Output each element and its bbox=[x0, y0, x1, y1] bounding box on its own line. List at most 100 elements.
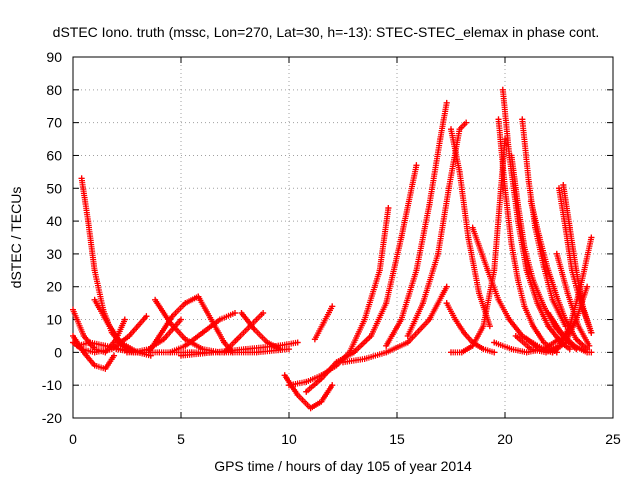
data-point bbox=[221, 339, 228, 346]
data-point bbox=[329, 382, 336, 389]
data-point bbox=[350, 349, 357, 356]
data-point bbox=[404, 332, 411, 339]
data-point bbox=[91, 362, 98, 369]
data-point bbox=[294, 339, 301, 346]
data-point bbox=[85, 218, 92, 225]
series-layer bbox=[70, 86, 595, 412]
series-arc-21 bbox=[383, 99, 450, 349]
x-axis-label: GPS time / hours of day 105 of year 2014 bbox=[214, 458, 472, 474]
data-point bbox=[549, 296, 556, 303]
data-point bbox=[361, 316, 368, 323]
data-point bbox=[491, 349, 498, 356]
series-arc-37 bbox=[545, 309, 595, 356]
data-point bbox=[238, 309, 245, 316]
data-point bbox=[311, 336, 318, 343]
data-point bbox=[91, 296, 98, 303]
series-arc-24 bbox=[443, 300, 498, 356]
series-trace bbox=[519, 116, 569, 330]
data-point bbox=[575, 323, 582, 330]
data-point bbox=[545, 309, 552, 316]
data-point bbox=[502, 185, 508, 192]
data-point bbox=[553, 293, 560, 300]
series-arc-18 bbox=[303, 162, 420, 395]
y-tick-label: 60 bbox=[46, 147, 62, 163]
data-point bbox=[588, 234, 595, 241]
data-point bbox=[523, 336, 530, 343]
data-point bbox=[495, 116, 502, 123]
data-point bbox=[556, 185, 562, 192]
data-point bbox=[260, 309, 267, 316]
data-point bbox=[571, 342, 578, 349]
data-point bbox=[540, 264, 547, 271]
data-point bbox=[143, 313, 150, 320]
data-point bbox=[385, 204, 392, 211]
series-arc-15 bbox=[124, 346, 292, 356]
data-point bbox=[70, 306, 76, 313]
data-point bbox=[126, 332, 133, 339]
data-point bbox=[456, 126, 463, 133]
y-tick-label: 10 bbox=[46, 312, 62, 328]
data-point bbox=[534, 300, 541, 307]
data-point bbox=[514, 201, 521, 208]
data-point bbox=[519, 332, 526, 339]
data-point bbox=[556, 336, 562, 343]
data-point bbox=[523, 267, 530, 274]
data-point bbox=[307, 405, 314, 412]
data-point bbox=[484, 267, 491, 274]
data-point bbox=[188, 349, 195, 356]
y-tick-label: 40 bbox=[46, 213, 62, 229]
data-point bbox=[182, 300, 189, 307]
series-arc-20 bbox=[340, 283, 450, 366]
data-point bbox=[167, 319, 174, 326]
data-point bbox=[124, 349, 130, 356]
y-tick-label: 80 bbox=[46, 82, 62, 98]
data-point bbox=[221, 349, 228, 356]
data-point bbox=[527, 198, 534, 205]
data-point bbox=[491, 267, 498, 274]
data-point bbox=[383, 342, 390, 349]
data-point bbox=[329, 303, 336, 310]
data-point bbox=[452, 316, 459, 323]
data-point bbox=[281, 372, 288, 379]
data-point bbox=[117, 339, 124, 346]
data-point bbox=[584, 283, 591, 290]
data-point bbox=[586, 342, 593, 349]
data-point bbox=[111, 352, 118, 359]
y-tick-label: -20 bbox=[42, 410, 62, 426]
data-point bbox=[480, 323, 487, 330]
data-point bbox=[182, 342, 189, 349]
data-point bbox=[437, 136, 444, 143]
data-point bbox=[469, 342, 476, 349]
data-point bbox=[521, 303, 528, 310]
data-point bbox=[456, 168, 463, 175]
data-point bbox=[121, 316, 128, 323]
x-tick-label: 10 bbox=[281, 431, 297, 447]
y-axis-label: dSTEC / TECUs bbox=[8, 187, 24, 289]
data-point bbox=[508, 241, 515, 248]
data-point bbox=[460, 329, 467, 336]
series-arc-16 bbox=[281, 372, 336, 412]
data-point bbox=[195, 293, 202, 300]
data-point bbox=[91, 349, 98, 356]
data-point bbox=[368, 332, 375, 339]
plot-area-frame bbox=[72, 56, 614, 419]
data-point bbox=[530, 277, 537, 284]
y-tick-label: 70 bbox=[46, 115, 62, 131]
data-point bbox=[318, 398, 325, 405]
data-point bbox=[540, 346, 547, 353]
data-point bbox=[419, 300, 426, 307]
data-point bbox=[588, 329, 595, 336]
data-point bbox=[443, 99, 450, 106]
data-point bbox=[476, 290, 483, 297]
data-point bbox=[398, 234, 405, 241]
data-point bbox=[303, 388, 310, 395]
data-point bbox=[508, 346, 515, 353]
data-point bbox=[78, 175, 85, 182]
data-point bbox=[413, 267, 420, 274]
data-point bbox=[562, 224, 569, 231]
series-arc-38 bbox=[553, 250, 593, 349]
data-point bbox=[465, 234, 472, 241]
data-point bbox=[540, 303, 547, 310]
data-point bbox=[469, 224, 476, 231]
